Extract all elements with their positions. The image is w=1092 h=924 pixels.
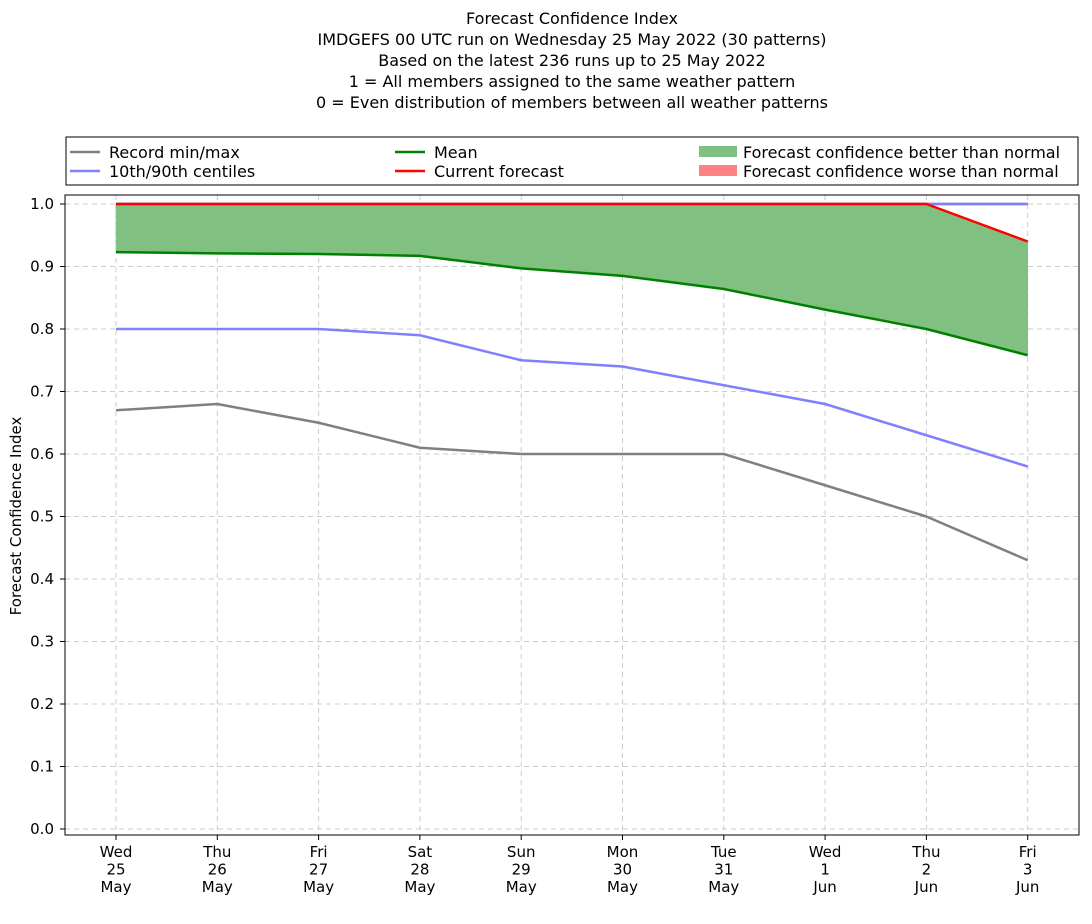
x-tick-label: Sat	[408, 843, 433, 861]
series-line-record-min	[115, 402, 1029, 562]
legend-frame	[65, 136, 1079, 186]
y-tick-label: 0.7	[30, 383, 54, 401]
x-tick-label: Mon	[607, 843, 639, 861]
legend-label-record: Record min/max	[109, 143, 240, 162]
x-tick-label: Wed	[100, 843, 133, 861]
x-tick-label: Sun	[507, 843, 536, 861]
confidence-fill-segment	[520, 203, 623, 277]
plot-area: 0.00.10.20.30.40.50.60.70.80.91.0 Wed25M…	[30, 194, 1080, 896]
legend-swatch-worse	[699, 165, 737, 176]
y-tick-label: 0.0	[30, 820, 54, 838]
title-line-3: Based on the latest 236 runs up to 25 Ma…	[378, 51, 765, 70]
x-tick-label: May	[506, 878, 537, 896]
legend-label-mean: Mean	[434, 143, 478, 162]
x-tick-label: 28	[410, 861, 429, 879]
x-tick-label: 27	[309, 861, 328, 879]
confidence-fill-segment	[115, 203, 218, 254]
series-line-p10	[116, 327, 1029, 468]
plot-frame	[64, 194, 1080, 836]
y-tick-label: 0.1	[30, 758, 54, 776]
x-tick-label: Fri	[310, 843, 328, 861]
x-tick-label: 30	[613, 861, 632, 879]
x-tick-label: May	[303, 878, 334, 896]
confidence-fill-segment	[824, 203, 927, 330]
x-tick-label: Thu	[911, 843, 940, 861]
legend-label-centiles: 10th/90th centiles	[109, 162, 255, 181]
y-tick-label: 0.3	[30, 633, 54, 651]
x-tick-label: 3	[1023, 861, 1033, 879]
confidence-fill-segment	[217, 203, 319, 255]
x-tick-label: 29	[512, 861, 531, 879]
x-tick-label: Jun	[1015, 878, 1039, 896]
x-tick-label: Wed	[809, 843, 842, 861]
chart-title: Forecast Confidence Index IMDGEFS 00 UTC…	[316, 9, 828, 112]
series-line-current	[116, 202, 1029, 243]
x-tick-label: 25	[106, 861, 125, 879]
series-line-mean	[115, 250, 1029, 357]
confidence-fill-segment	[318, 203, 421, 257]
legend-label-current: Current forecast	[434, 162, 564, 181]
x-tick-label: Jun	[812, 878, 836, 896]
x-tick-label: May	[404, 878, 435, 896]
x-tick-label: Jun	[914, 878, 938, 896]
y-tick-label: 0.9	[30, 258, 54, 276]
x-axis: Wed25MayThu26MayFri27MaySat28MaySun29May…	[100, 835, 1039, 896]
y-axis-label: Forecast Confidence Index	[7, 417, 25, 616]
y-tick-label: 0.4	[30, 570, 54, 588]
y-tick-label: 0.2	[30, 695, 54, 713]
series-lines	[115, 202, 1029, 562]
title-line-2: IMDGEFS 00 UTC run on Wednesday 25 May 2…	[318, 30, 827, 49]
confidence-fill	[115, 203, 1028, 356]
legend-swatch-better	[699, 146, 737, 157]
y-tick-label: 0.5	[30, 508, 54, 526]
x-tick-label: 31	[714, 861, 733, 879]
x-tick-label: Fri	[1019, 843, 1037, 861]
y-axis: 0.0 0.1 0.2 0.3 0.4 0.5 0.6 0.7 0.8 0.9 1.0	[30, 195, 65, 838]
x-tick-label: 1	[820, 861, 830, 879]
x-tick-label: Thu	[202, 843, 231, 861]
x-tick-label: May	[708, 878, 739, 896]
confidence-fill-segment	[622, 203, 725, 290]
legend: Record min/max 10th/90th centiles Mean C…	[65, 136, 1079, 186]
x-tick-label: Tue	[710, 843, 737, 861]
x-tick-label: 26	[208, 861, 227, 879]
legend-label-better: Forecast confidence better than normal	[743, 143, 1060, 162]
y-tick-label: 0.8	[30, 320, 54, 338]
x-tick-label: May	[100, 878, 131, 896]
y-tick-label: 1.0	[30, 195, 54, 213]
title-line-5: 0 = Even distribution of members between…	[316, 93, 828, 112]
y-tick-label: 0.6	[30, 445, 54, 463]
x-tick-label: May	[607, 878, 638, 896]
x-tick-label: 2	[922, 861, 932, 879]
legend-label-worse: Forecast confidence worse than normal	[743, 162, 1059, 181]
x-tick-label: May	[202, 878, 233, 896]
title-line-1: Forecast Confidence Index	[466, 9, 678, 28]
title-line-4: 1 = All members assigned to the same wea…	[349, 72, 796, 91]
